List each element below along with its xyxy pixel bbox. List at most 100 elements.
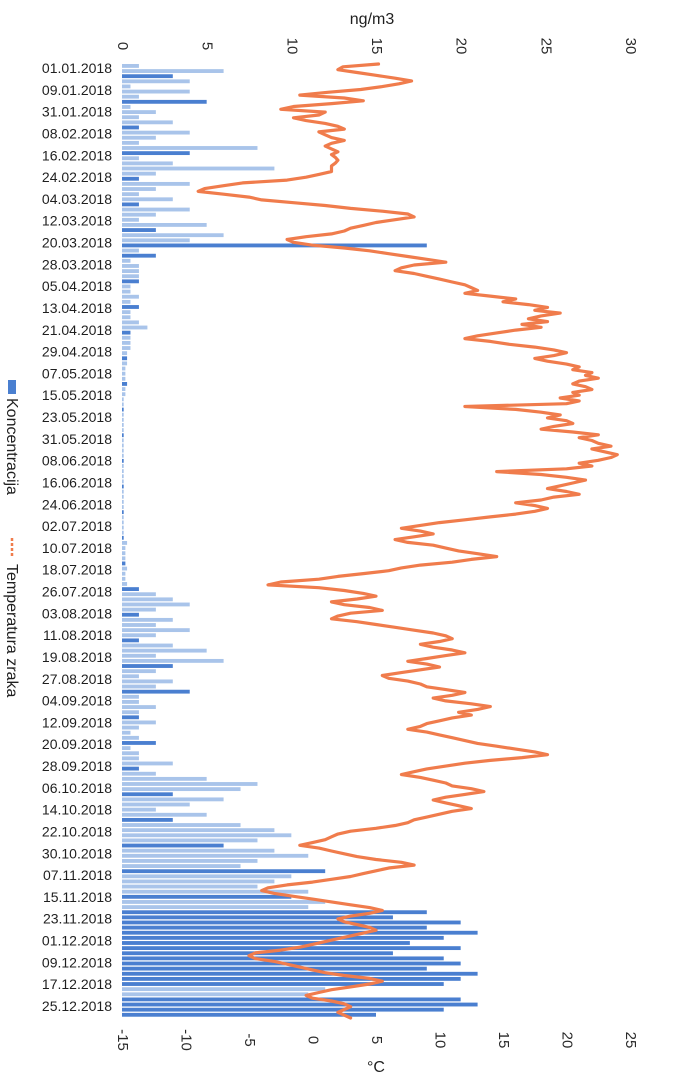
concentration-bar (122, 351, 128, 356)
concentration-bar (122, 638, 139, 643)
concentration-bar (122, 828, 275, 833)
concentration-bar (122, 838, 258, 843)
concentration-bar (122, 166, 275, 171)
temp-tick-label: 10 (432, 1032, 449, 1049)
conc-tick-label: 5 (199, 42, 216, 50)
concentration-bar (122, 576, 126, 581)
concentration-bar (122, 366, 126, 371)
concentration-bar (122, 792, 173, 797)
date-label: 19.08.2018 (42, 649, 112, 665)
concentration-bar (122, 110, 156, 115)
legend-swatch-koncentracija (8, 380, 16, 394)
legend-label-koncentracija: Koncentracija (3, 398, 20, 495)
concentration-bar (122, 161, 173, 166)
date-label: 27.08.2018 (42, 671, 112, 687)
concentration-bar (122, 859, 258, 863)
concentration-axis-ticks: 0 5 10 15 20 25 30 (114, 38, 639, 55)
concentration-bars (122, 64, 478, 1017)
concentration-bar (122, 766, 139, 771)
concentration-bar (122, 243, 427, 248)
date-label: 05.04.2018 (42, 278, 112, 294)
concentration-bar (122, 151, 190, 156)
concentration-bar (122, 607, 156, 612)
concentration-bar (122, 74, 173, 79)
concentration-bar (122, 648, 207, 653)
concentration-bar (122, 187, 156, 191)
concentration-bar (122, 787, 241, 792)
conc-tick-label: 25 (537, 38, 554, 55)
concentration-bar (122, 628, 190, 633)
concentration-bar (122, 720, 156, 725)
concentration-bar (122, 689, 190, 694)
concentration-bar (122, 443, 124, 448)
concentration-bar (122, 556, 126, 561)
concentration-bar (122, 894, 292, 899)
temp-tick-label: -15 (114, 1029, 131, 1051)
concentration-bar (122, 510, 124, 515)
date-label: 07.11.2018 (43, 867, 112, 883)
concentration-bar (122, 387, 126, 391)
concentration-bar (122, 289, 131, 294)
temp-tick-label: 5 (368, 1036, 385, 1044)
concentration-bar (122, 566, 128, 571)
concentration-bar (122, 930, 478, 935)
concentration-bar (122, 207, 190, 212)
concentration-bar (122, 284, 131, 289)
date-label: 14.10.2018 (42, 802, 112, 818)
date-label: 12.03.2018 (42, 213, 112, 229)
concentration-bar (122, 674, 139, 679)
date-label: 07.05.2018 (42, 365, 112, 381)
concentration-bar (122, 412, 124, 417)
concentration-bar (122, 310, 131, 315)
concentration-bar (122, 94, 139, 99)
temperature-axis-ticks: -15 -10 -5 0 5 10 15 20 25 (114, 1029, 639, 1051)
conc-tick-label: 30 (622, 38, 639, 55)
concentration-bar (122, 1007, 444, 1012)
concentration-bar (122, 633, 156, 638)
concentration-bar (122, 499, 124, 504)
concentration-bar (122, 817, 173, 822)
temperature-line (196, 62, 619, 1020)
concentration-bar (122, 551, 126, 556)
concentration-bar (122, 582, 128, 586)
date-label: 16.02.2018 (42, 147, 112, 163)
concentration-bar (122, 125, 139, 130)
date-label: 31.05.2018 (42, 431, 112, 447)
concentration-bar (122, 248, 139, 253)
date-label: 12.09.2018 (42, 714, 112, 730)
concentration-bar (122, 192, 139, 197)
concentration-bar (122, 330, 131, 335)
date-label: 30.10.2018 (42, 845, 112, 861)
date-label: 31.01.2018 (42, 104, 112, 120)
concentration-bar (122, 356, 128, 361)
concentration-bar (122, 64, 139, 68)
concentration-bar (122, 571, 126, 576)
concentration-bar (122, 751, 139, 756)
concentration-bar (122, 181, 190, 186)
concentration-bar (122, 597, 173, 602)
date-label: 28.03.2018 (42, 256, 112, 272)
date-label: 06.10.2018 (42, 780, 112, 796)
concentration-bar (122, 530, 124, 535)
conc-tick-label: 0 (114, 42, 131, 50)
concentration-bar (122, 976, 461, 981)
concentration-bar (122, 315, 131, 320)
concentration-bar (122, 305, 139, 309)
concentration-bar (122, 823, 241, 827)
concentration-bar (122, 397, 124, 402)
concentration-bar (122, 274, 139, 279)
date-label: 08.02.2018 (42, 125, 112, 141)
date-label: 20.09.2018 (42, 736, 112, 752)
concentration-bar (122, 653, 156, 658)
concentration-bar (122, 746, 131, 751)
concentration-bar (122, 484, 124, 489)
concentration-bar (122, 848, 275, 853)
date-axis-labels: 01.01.2018 09.01.2018 31.01.2018 08.02.2018… (42, 60, 112, 1014)
concentration-bar (122, 623, 156, 627)
concentration-bar (122, 602, 190, 607)
concentration-bar (122, 705, 156, 709)
date-label: 04.03.2018 (42, 191, 112, 207)
concentration-bar (122, 807, 156, 812)
concentration-bar (122, 874, 292, 879)
concentration-bar (122, 474, 124, 479)
